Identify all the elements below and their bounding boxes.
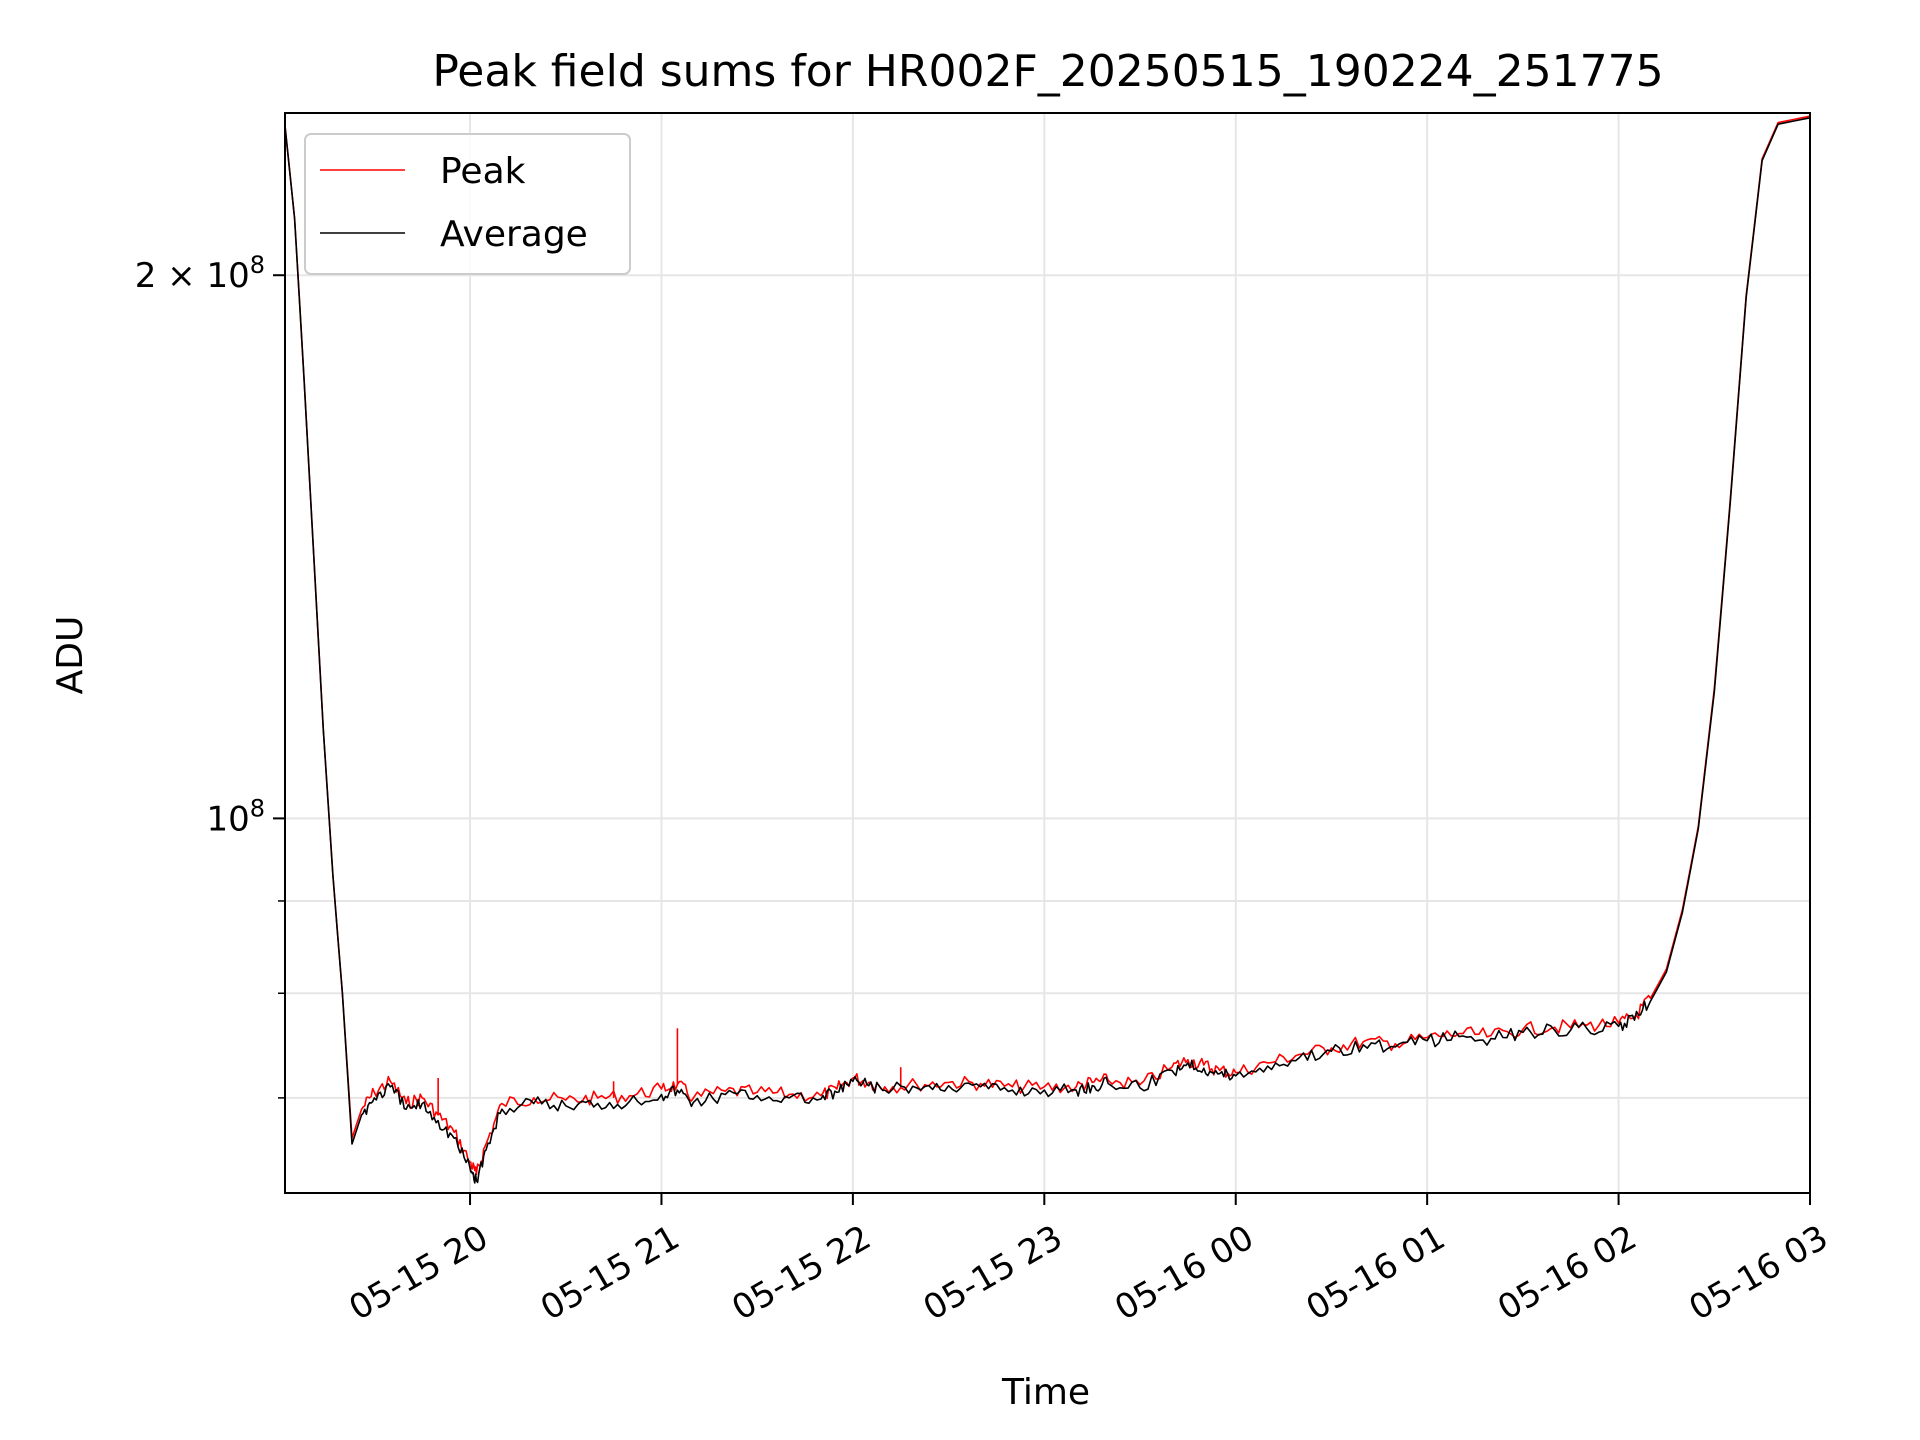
y-axis-label: ADU: [50, 616, 91, 695]
series-line-average: [284, 117, 1811, 1184]
series-line-peak: [284, 115, 1811, 1176]
y-tick-base: 2 × 10: [135, 256, 250, 296]
x-tick-label: 05-16 00: [1108, 1218, 1260, 1329]
legend: Peak Average: [304, 133, 631, 275]
legend-box: [304, 133, 631, 275]
y-tick-exponent: 8: [250, 794, 265, 822]
chart-title: Peak field sums for HR002F_20250515_1902…: [432, 46, 1663, 97]
x-tick-label: 05-15 22: [725, 1218, 877, 1329]
legend-label-peak: Peak: [440, 151, 526, 192]
y-tick-label: 108: [206, 794, 265, 839]
x-tick-label: 05-15 23: [917, 1218, 1069, 1329]
plot-frame: [284, 112, 1811, 1194]
x-axis: 05-15 20 05-15 21 05-15 22 05-15 23 05-16 00…: [343, 1193, 1835, 1329]
x-axis-label: Time: [1001, 1372, 1090, 1413]
y-tick-base: 10: [206, 799, 249, 839]
x-tick-label: 05-16 01: [1300, 1218, 1452, 1329]
x-tick-label: 05-16 03: [1683, 1218, 1835, 1329]
y-tick-exponent: 8: [250, 251, 265, 279]
series-lines: [284, 115, 1811, 1184]
x-tick-label: 05-15 21: [534, 1218, 686, 1329]
x-tick-label: 05-15 20: [343, 1218, 495, 1329]
legend-label-average: Average: [440, 214, 588, 255]
x-tick-label: 05-16 02: [1491, 1218, 1643, 1329]
y-tick-label: 2 × 108: [135, 251, 265, 296]
